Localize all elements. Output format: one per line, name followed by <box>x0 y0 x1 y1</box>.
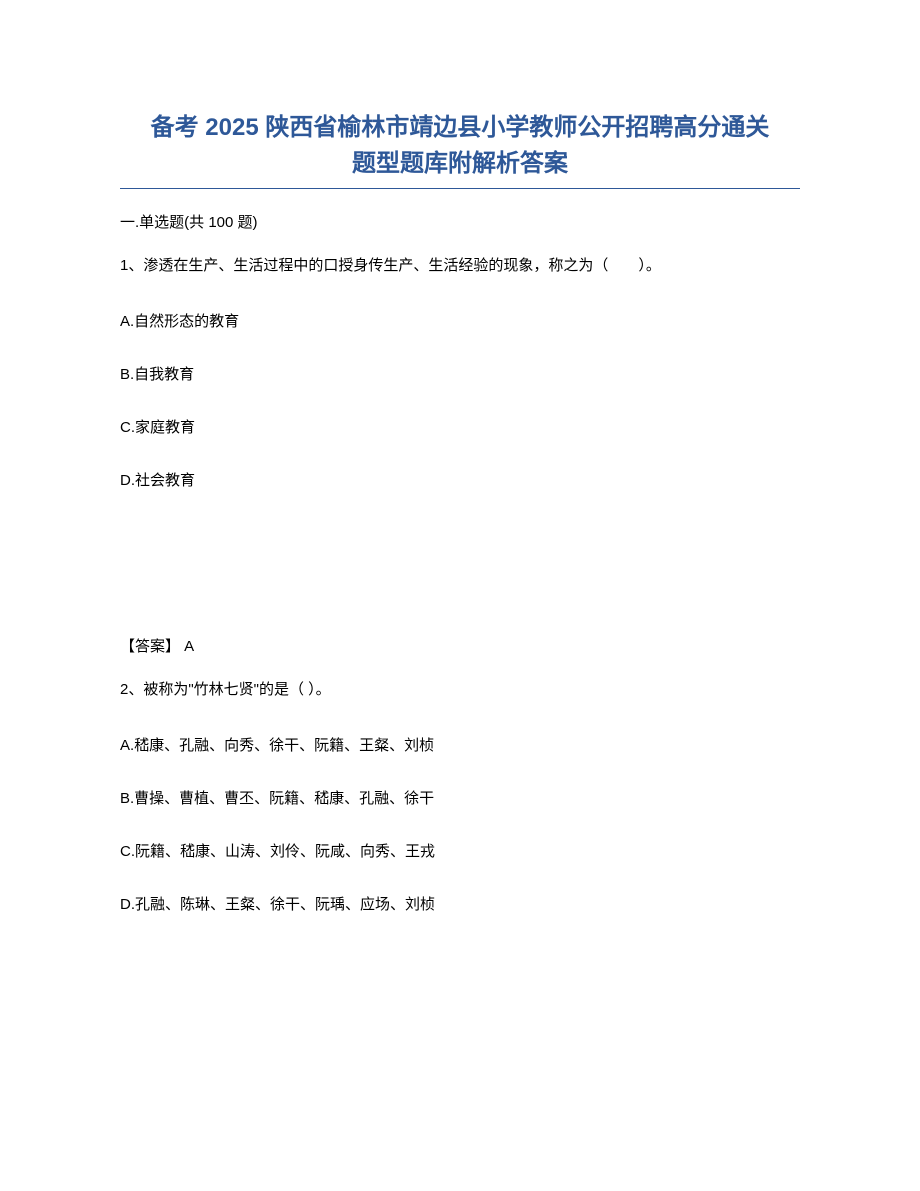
title-underline <box>120 188 800 189</box>
question-2-option-a: A.嵇康、孔融、向秀、徐干、阮籍、王粲、刘桢 <box>120 734 800 755</box>
title-line2: 题型题库附解析答案 <box>352 150 568 177</box>
question-2-option-d: D.孔融、陈琳、王粲、徐干、阮瑀、应场、刘桢 <box>120 893 800 914</box>
question-1-option-b: B.自我教育 <box>120 363 800 384</box>
question-1-option-d: D.社会教育 <box>120 469 800 490</box>
title-line1: 备考 2025 陕西省榆林市靖边县小学教师公开招聘高分通关 <box>151 114 770 141</box>
document-title: 备考 2025 陕西省榆林市靖边县小学教师公开招聘高分通关 题型题库附解析答案 <box>120 110 800 182</box>
question-2-option-b: B.曹操、曹植、曹丕、阮籍、嵇康、孔融、徐干 <box>120 787 800 808</box>
section-header: 一.单选题(共 100 题) <box>120 211 800 232</box>
question-1-option-c: C.家庭教育 <box>120 416 800 437</box>
question-1-answer: 【答案】 A <box>120 635 800 656</box>
question-2-option-c: C.阮籍、嵇康、山涛、刘伶、阮咸、向秀、王戎 <box>120 840 800 861</box>
question-1-option-a: A.自然形态的教育 <box>120 310 800 331</box>
question-2-text: 2、被称为"竹林七贤"的是（ ）。 <box>120 678 800 702</box>
question-1-text: 1、渗透在生产、生活过程中的口授身传生产、生活经验的现象，称之为（ ）。 <box>120 254 800 278</box>
